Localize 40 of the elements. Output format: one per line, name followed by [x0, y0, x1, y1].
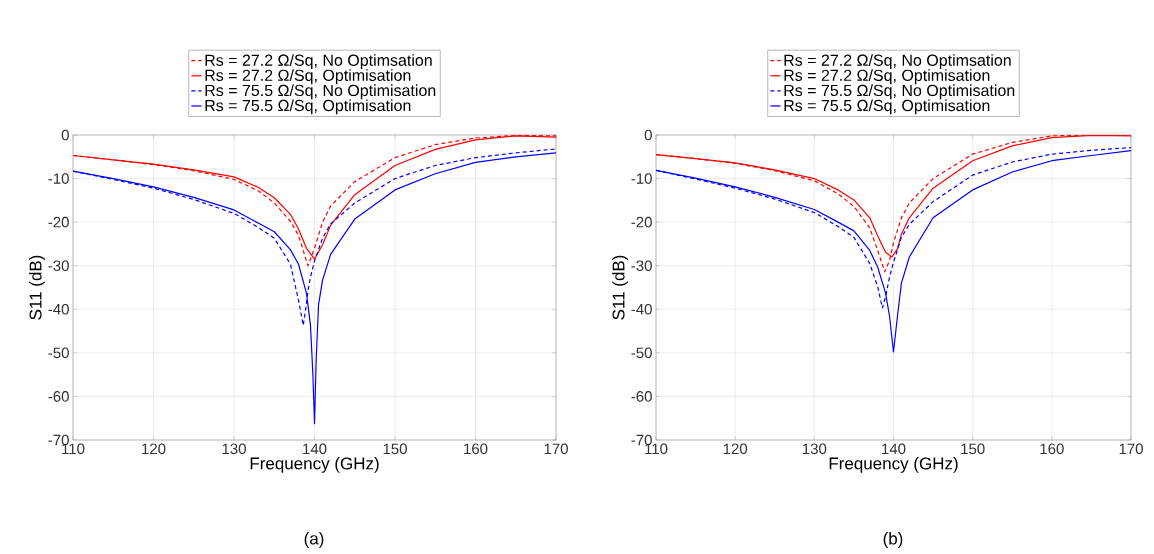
x-tick-label: 140 [882, 443, 906, 455]
x-tick-label: 140 [303, 443, 327, 455]
x-tick-label: 170 [1119, 443, 1143, 455]
x-tick-label: 120 [142, 443, 166, 455]
x-axis-title: Frequency (GHz) [829, 457, 958, 473]
y-tick-label: 0 [644, 129, 652, 141]
x-tick-label: 130 [222, 443, 246, 455]
y-axis-title: S11 (dB) [612, 255, 628, 320]
legend-label: Rs = 75.5 Ω/Sq, No Optimisation [205, 84, 436, 100]
y-tick-label: -20 [631, 216, 652, 228]
y-tick-label: -10 [631, 173, 652, 184]
y-tick-label: -60 [631, 391, 652, 402]
legend-label: Rs = 27.2 Ω/Sq, Optimisation [205, 69, 411, 85]
x-tick-label: 160 [1040, 443, 1064, 455]
y-axis-title: S11 (dB) [29, 255, 45, 320]
y-tick-label: -10 [48, 173, 69, 184]
x-tick-label: 150 [383, 443, 407, 455]
x-tick-label: 160 [464, 443, 488, 455]
legend-label: Rs = 75.5 Ω/Sq, Optimisation [784, 99, 990, 115]
y-tick-label: -40 [48, 303, 69, 315]
y-tick-label: -50 [631, 347, 652, 359]
y-tick-label: -30 [48, 260, 69, 272]
y-tick-label: -60 [48, 391, 69, 402]
x-tick-label: 170 [544, 443, 568, 455]
legend-label: Rs = 27.2 Ω/Sq, Optimisation [784, 69, 990, 85]
y-tick-label: -20 [48, 216, 69, 228]
y-tick-label: -40 [631, 303, 652, 315]
y-tick-label: -50 [48, 347, 69, 359]
legend-label: Rs = 27.2 Ω/Sq, No Optimsation [784, 54, 1011, 70]
x-tick-label: 130 [802, 443, 827, 455]
text: (a) [304, 532, 324, 548]
legend-label: Rs = 27.2 Ω/Sq, No Optimsation [205, 54, 432, 70]
legend-label: Rs = 75.5 Ω/Sq, Optimisation [205, 99, 411, 115]
legend-label: Rs = 75.5 Ω/Sq, No Optimisation [784, 84, 1015, 100]
x-axis-title: Frequency (GHz) [250, 457, 379, 473]
text: (b) [883, 532, 903, 548]
x-tick-label: 150 [961, 443, 985, 455]
y-tick-label: 0 [61, 129, 69, 141]
y-tick-label: -30 [631, 260, 652, 272]
x-tick-label: 120 [723, 443, 748, 455]
